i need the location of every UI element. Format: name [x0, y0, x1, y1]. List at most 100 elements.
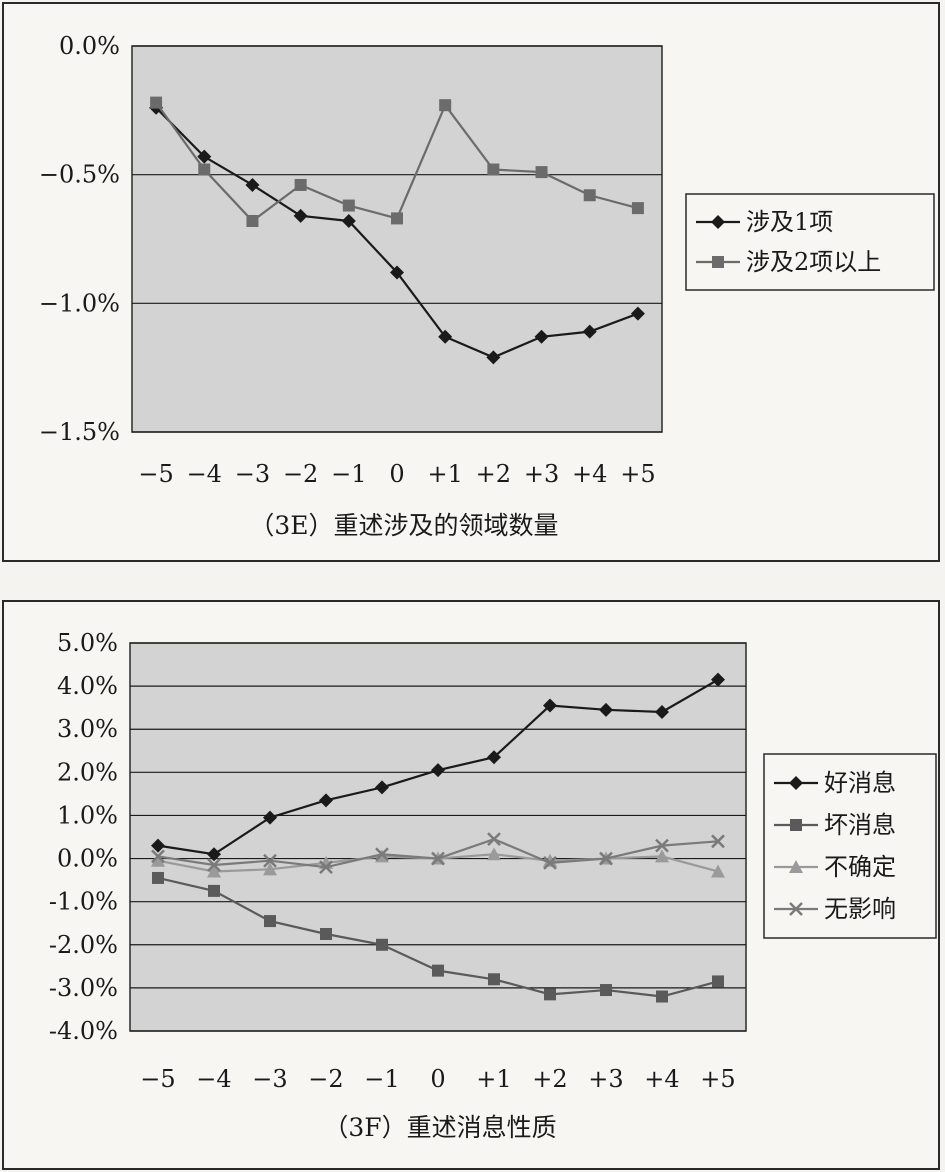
- x-tick-label-e: +1: [427, 460, 462, 488]
- x-tick-label-f: −3: [252, 1065, 287, 1093]
- data-point-square: [294, 178, 307, 191]
- y-tick-label-e: −1.0%: [39, 289, 120, 317]
- chart-panel-3e: 0.0% −0.5% −1.0% −1.5% −5 −4 −3 −2 −1 0 +1 +2 +3 +4 +5…: [2, 2, 940, 562]
- x-tick-label-e: +4: [572, 460, 607, 488]
- legend-label-square: 坏消息: [824, 811, 896, 839]
- data-point-diamond: [534, 329, 549, 344]
- chart-panel-3f: 5.0% 4.0% 3.0% 2.0% 1.0% 0.0% -1.0% -2.0% -3.0% -…: [2, 600, 940, 1170]
- data-point-diamond: [263, 810, 277, 825]
- data-point-square: [631, 202, 644, 215]
- data-point-x: [151, 849, 165, 864]
- data-point-x: [599, 851, 613, 866]
- x-tick-label-e: +2: [476, 460, 511, 488]
- y-tick-label-f: 3.0%: [57, 715, 118, 743]
- x-tick-label-f: +5: [700, 1065, 735, 1093]
- chart-caption-e: （3E）重述涉及的领域数量: [249, 511, 558, 540]
- data-point-square: [656, 990, 668, 1003]
- data-point-square: [152, 871, 164, 884]
- data-point-x: [319, 860, 333, 875]
- legend-marker-square: [712, 256, 724, 268]
- data-point-x: [655, 838, 669, 853]
- data-point-diamond: [207, 847, 221, 862]
- y-tick-label-f: -1.0%: [49, 888, 118, 916]
- y-tick-label-f: -4.0%: [49, 1017, 118, 1045]
- y-tick-label-f: 0.0%: [57, 845, 118, 873]
- x-tick-label-f: −4: [196, 1065, 231, 1093]
- data-point-diamond: [711, 672, 725, 687]
- data-point-square: [150, 96, 163, 109]
- y-tick-label-f: 5.0%: [57, 629, 118, 657]
- data-point-triangle: [151, 853, 165, 867]
- data-point-diamond: [487, 750, 501, 765]
- legend-marker-diamond: [711, 215, 725, 229]
- data-point-diamond: [319, 793, 333, 808]
- legend-marker-triangle: [789, 860, 803, 873]
- x-tick-label-f: −1: [364, 1065, 399, 1093]
- data-point-square: [544, 988, 556, 1001]
- data-point-square: [198, 163, 211, 176]
- x-tick-label-e: −4: [187, 460, 222, 488]
- legend-marker-x: [789, 902, 803, 916]
- data-point-x: [207, 858, 221, 872]
- data-point-diamond: [375, 780, 389, 795]
- data-point-triangle: [207, 864, 221, 878]
- data-point-triangle: [487, 847, 501, 861]
- x-tick-label-f: +4: [644, 1065, 679, 1093]
- y-tick-label-e: −0.5%: [39, 161, 120, 189]
- data-point-square: [439, 99, 452, 112]
- data-point-diamond: [151, 838, 165, 853]
- data-point-diamond: [245, 177, 260, 192]
- data-point-square: [208, 884, 220, 897]
- data-point-diamond: [582, 324, 597, 339]
- x-tick-label-f: +3: [588, 1065, 623, 1093]
- x-tick-label-e: −2: [283, 460, 318, 488]
- data-point-diamond: [655, 704, 669, 719]
- data-point-diamond: [543, 698, 557, 713]
- data-point-diamond: [341, 213, 356, 228]
- data-point-square: [535, 166, 548, 179]
- y-tick-label-e: 0.0%: [59, 32, 120, 60]
- legend-label-diamond: 好消息: [824, 769, 896, 797]
- legend-box-e: [685, 193, 935, 291]
- chart-3f: 5.0% 4.0% 3.0% 2.0% 1.0% 0.0% -1.0% -2.0% -3.0% -…: [49, 629, 937, 1142]
- data-point-square: [600, 984, 612, 997]
- data-point-x: [543, 855, 557, 870]
- data-point-square: [320, 928, 332, 940]
- legend-marker-square: [790, 819, 802, 831]
- data-point-square: [342, 199, 355, 212]
- data-point-square: [391, 212, 403, 225]
- data-point-square: [376, 938, 388, 951]
- x-tick-label-f: +1: [476, 1065, 511, 1093]
- data-point-square: [487, 163, 500, 176]
- data-point-diamond: [390, 265, 404, 280]
- data-point-diamond: [486, 350, 501, 365]
- y-tick-label-f: 1.0%: [57, 801, 118, 829]
- x-tick-label-e: −1: [331, 460, 366, 488]
- x-tick-label-f: −5: [140, 1065, 175, 1093]
- x-tick-label-e: −5: [138, 460, 173, 488]
- data-point-diamond: [438, 329, 453, 344]
- data-point-diamond: [431, 763, 445, 778]
- legend-label-diamond: 涉及1项: [746, 208, 833, 236]
- x-tick-label-e: +3: [524, 460, 559, 488]
- data-point-square: [432, 964, 444, 977]
- data-point-square: [712, 975, 724, 988]
- x-tick-label-f: −2: [308, 1065, 343, 1093]
- y-tick-label-f: -3.0%: [49, 974, 118, 1002]
- data-point-x: [375, 847, 389, 862]
- x-tick-label-e: −3: [235, 460, 270, 488]
- data-point-triangle: [263, 862, 277, 876]
- legend-label-x: 无影响: [824, 895, 896, 923]
- legend-label-square: 涉及2项以上: [746, 248, 881, 276]
- legend-label-triangle: 不确定: [824, 853, 896, 881]
- x-tick-label-f: 0: [430, 1065, 445, 1093]
- data-point-x: [711, 834, 725, 849]
- data-point-triangle: [711, 864, 725, 878]
- data-point-square: [583, 189, 596, 202]
- x-tick-label-e: +5: [620, 460, 655, 488]
- legend-marker-diamond: [789, 776, 803, 790]
- chart-3e: 0.0% −0.5% −1.0% −1.5% −5 −4 −3 −2 −1 0 +1 +2 +3 +4 +5…: [39, 32, 935, 540]
- data-point-diamond: [599, 702, 613, 717]
- y-tick-label-f: 2.0%: [57, 758, 118, 786]
